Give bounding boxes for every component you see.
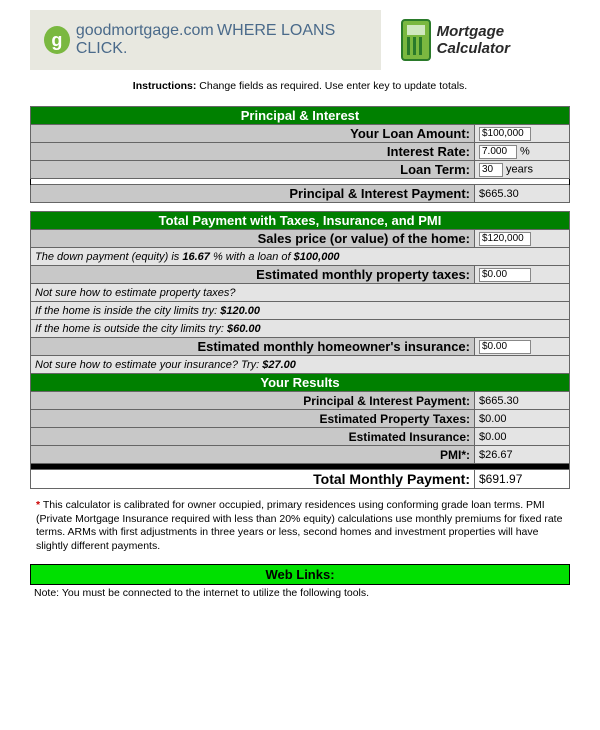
interest-rate-input[interactable] [479, 145, 517, 159]
results-header: Your Results [31, 374, 570, 392]
est-ins-input[interactable] [479, 340, 531, 354]
loan-term-input[interactable] [479, 163, 503, 177]
result-pmi-value: $26.67 [475, 446, 570, 464]
header-logos: g goodmortgage.com WHERE LOANS CLICK. Mo… [30, 10, 570, 70]
weblinks-header: Web Links: [30, 564, 570, 585]
weblinks-note: Note: You must be connected to the inter… [30, 585, 570, 601]
taxes-note-2: If the home is inside the city limits tr… [31, 302, 570, 320]
pi-header: Principal & Interest [31, 107, 570, 125]
down-payment-note: The down payment (equity) is 16.67 % wit… [31, 248, 570, 266]
est-taxes-label: Estimated monthly property taxes: [31, 266, 475, 284]
total-monthly-value: $691.97 [475, 470, 570, 489]
gm-brand-text: goodmortgage.com [76, 22, 214, 39]
loan-amount-input[interactable] [479, 127, 531, 141]
total-header: Total Payment with Taxes, Insurance, and… [31, 212, 570, 230]
result-taxes-label: Estimated Property Taxes: [31, 410, 475, 428]
calculator-logo: Mortgage Calculator [401, 19, 570, 61]
result-ins-value: $0.00 [475, 428, 570, 446]
g-icon: g [44, 26, 70, 54]
disclaimer-text: * This calculator is calibrated for owne… [36, 499, 564, 554]
loan-amount-label: Your Loan Amount: [31, 125, 475, 143]
result-pi-label: Principal & Interest Payment: [31, 392, 475, 410]
est-ins-label: Estimated monthly homeowner's insurance: [31, 338, 475, 356]
pi-payment-label: Principal & Interest Payment: [31, 185, 475, 203]
result-taxes-value: $0.00 [475, 410, 570, 428]
instructions-label: Instructions: [133, 80, 197, 92]
sales-price-input[interactable] [479, 232, 531, 246]
est-taxes-input[interactable] [479, 268, 531, 282]
total-payment-table: Total Payment with Taxes, Insurance, and… [30, 211, 570, 489]
principal-interest-table: Principal & Interest Your Loan Amount: I… [30, 106, 570, 203]
total-monthly-label: Total Monthly Payment: [31, 470, 475, 489]
calculator-title: Mortgage Calculator [437, 23, 570, 57]
taxes-note-3: If the home is outside the city limits t… [31, 320, 570, 338]
loan-term-label: Loan Term: [31, 161, 475, 179]
interest-rate-unit: % [517, 145, 530, 157]
interest-rate-label: Interest Rate: [31, 143, 475, 161]
result-pmi-label: PMI*: [31, 446, 475, 464]
taxes-note-1: Not sure how to estimate property taxes? [31, 284, 570, 302]
goodmortgage-logo: g goodmortgage.com WHERE LOANS CLICK. [30, 10, 381, 70]
pi-payment-value: $665.30 [475, 185, 570, 203]
sales-price-label: Sales price (or value) of the home: [31, 230, 475, 248]
result-ins-label: Estimated Insurance: [31, 428, 475, 446]
calculator-icon [401, 19, 431, 61]
ins-note: Not sure how to estimate your insurance?… [31, 356, 570, 374]
instructions-text: Instructions: Change fields as required.… [30, 80, 570, 92]
loan-term-unit: years [503, 163, 533, 175]
result-pi-value: $665.30 [475, 392, 570, 410]
